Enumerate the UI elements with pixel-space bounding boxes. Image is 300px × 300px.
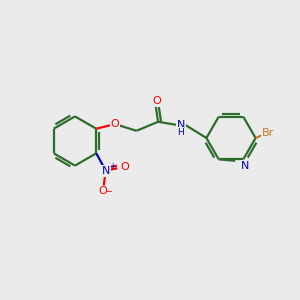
Text: O: O <box>153 96 162 106</box>
Text: H: H <box>177 128 184 137</box>
Text: O: O <box>110 119 119 129</box>
Text: N: N <box>241 161 249 171</box>
Text: −: − <box>105 188 112 196</box>
Text: N: N <box>102 166 110 176</box>
Text: Br: Br <box>262 128 274 138</box>
Text: N: N <box>176 120 185 130</box>
Text: O: O <box>99 186 108 197</box>
Text: +: + <box>109 162 115 171</box>
Text: O: O <box>121 162 130 172</box>
